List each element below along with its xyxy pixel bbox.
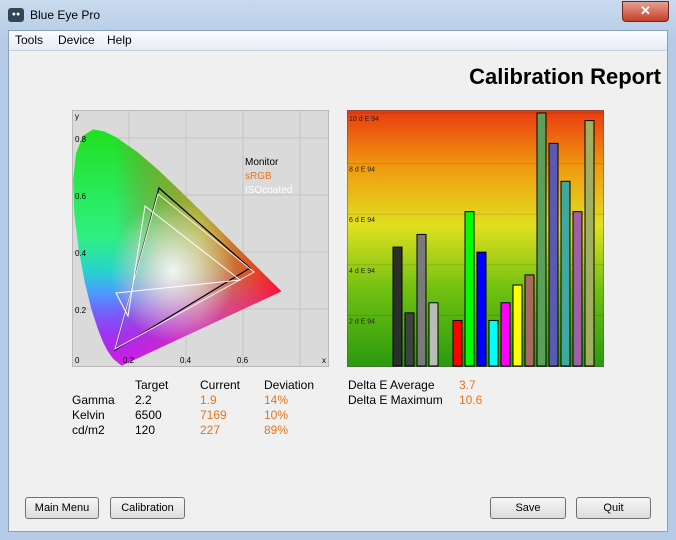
table-cell: 1.9 [200,393,217,407]
row-label: Gamma [72,393,115,407]
menu-item[interactable]: Tools [15,33,44,47]
tick-label: 0.4 [180,356,192,365]
bar [524,274,535,367]
delta-e-chart: 2 d E 94 4 d E 94 6 d E 94 8 d E 94 10 d E 9… [347,110,604,367]
bar [404,312,415,367]
save-button[interactable]: Save [490,497,566,519]
srgb-gamut [114,193,255,351]
tick-label: 0.6 [75,192,87,201]
bar [416,233,427,367]
menu-item[interactable]: Device [58,33,95,47]
legend-entry: sRGB [245,171,272,182]
table-cell: 120 [135,423,156,437]
calibration-button[interactable]: Calibration [110,497,185,519]
tick-label: 0.8 [75,135,87,144]
summary-value: 10.6 [459,393,483,407]
menu-item[interactable]: Help [107,33,132,47]
table-header: Current [200,378,241,392]
table-cell: 14% [264,393,289,407]
tick-label: 0.4 [75,249,87,258]
table-header: Target [135,378,169,392]
tick-label: 0.2 [75,306,87,315]
legend-entry: ISOcoated [245,185,292,196]
row-label: Kelvin [72,408,105,422]
tick-label: 0 [75,356,80,365]
y-tick-label: 2 d E 94 [349,318,375,325]
table-header: Deviation [264,378,315,392]
bar [488,319,499,367]
table-cell: 2.2 [135,393,152,407]
table-cell: 6500 [135,408,162,422]
bar [428,302,439,367]
window-title: Blue Eye Pro [30,8,101,22]
bar [572,211,583,367]
legend-entry: Monitor [245,157,279,168]
axis-label: x [322,356,326,365]
bar [584,120,595,367]
table-cell: 89% [264,423,289,437]
menu-bar [9,31,667,51]
summary-value: 3.7 [459,378,476,392]
bar [560,180,571,367]
y-tick-label: 6 d E 94 [349,217,375,224]
tick-label: 0.6 [237,356,249,365]
bar [464,211,475,367]
close-button[interactable]: ✕ [622,1,669,22]
bar [452,319,463,367]
quit-button[interactable]: Quit [576,497,651,519]
bar [512,284,523,367]
cie-chart: y x 0.8 0.6 0.4 0.2 0 0.2 0.4 0.6 Monito… [72,110,329,367]
isocoated-gamut [115,205,242,318]
bar [392,246,403,367]
tick-label: 0.2 [123,356,135,365]
summary-label: Delta E Maximum [348,393,443,407]
y-tick-label: 8 d E 94 [349,167,375,174]
summary-label: Delta E Average [348,378,435,392]
main-menu-button[interactable]: Main Menu [25,497,99,519]
bar [548,142,559,367]
table-cell: 10% [264,408,289,422]
bar [476,251,487,367]
y-tick-label: 10 d E 94 [349,116,379,123]
table-cell: 227 [200,423,221,437]
spectral-locus [73,129,282,366]
bar [536,112,547,367]
axis-label: y [75,112,79,121]
y-tick-label: 4 d E 94 [349,268,375,275]
report-title: Calibration Report [469,64,661,89]
bar [500,302,511,367]
table-cell: 7169 [200,408,227,422]
app-icon: ●● [8,8,24,22]
row-label: cd/m2 [72,423,105,437]
